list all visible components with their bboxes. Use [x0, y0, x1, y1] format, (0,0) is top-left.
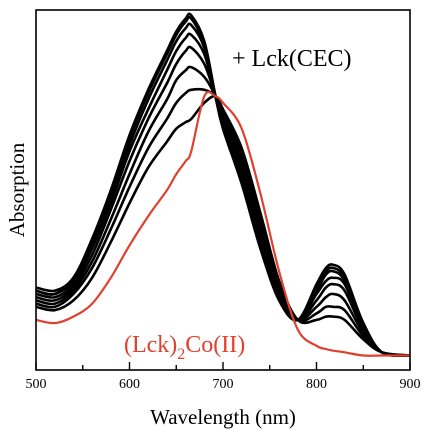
- x-tick-label-600: 600: [119, 377, 140, 392]
- x-tick-label-900: 900: [400, 377, 421, 392]
- complex-suffix: Co(II): [185, 332, 245, 358]
- titration-annotation: + Lck(CEC): [232, 46, 352, 72]
- x-tick-label-700: 700: [213, 377, 234, 392]
- series-line-titration-4: [35, 45, 411, 357]
- series-layer: [35, 12, 411, 358]
- x-tick-label-500: 500: [26, 377, 47, 392]
- x-tick-label-800: 800: [306, 377, 327, 392]
- y-axis-title: Absorption: [5, 142, 29, 237]
- series-line-titration-6: [35, 22, 411, 357]
- x-axis-title: Wavelength (nm): [150, 405, 296, 429]
- complex-subscript: 2: [177, 346, 185, 363]
- series-line-initial-red: [35, 90, 410, 357]
- x-ticks: [35, 362, 411, 370]
- complex-prefix: (Lck): [124, 332, 177, 358]
- complex-annotation: (Lck)2Co(II): [124, 332, 245, 363]
